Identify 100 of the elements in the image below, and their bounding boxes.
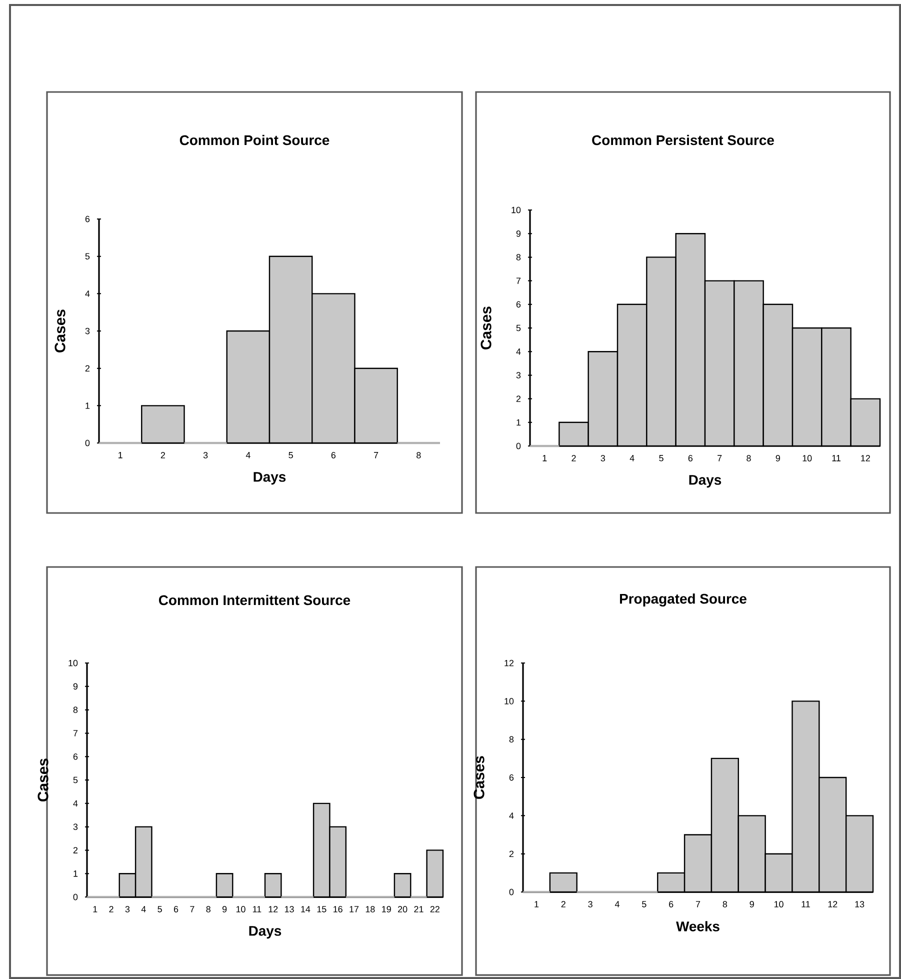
y-tick-label: 3: [73, 824, 78, 830]
y-tick-label: 3: [516, 372, 521, 378]
x-tick-label: 7: [190, 906, 194, 912]
x-tick-label: 8: [746, 455, 751, 462]
x-tick-label: 8: [416, 452, 421, 458]
y-tick-label: 1: [516, 419, 521, 426]
x-axis-title: Days: [254, 472, 286, 485]
x-tick-label: 7: [696, 901, 700, 908]
y-tick-label: 4: [516, 348, 521, 355]
y-tick-label: 1: [86, 402, 90, 409]
x-tick-label: 9: [750, 901, 754, 908]
x-tick-label: 13: [284, 906, 294, 912]
y-tick-label: 2: [509, 850, 514, 857]
y-tick-label: 8: [73, 706, 78, 713]
y-tick-label: 5: [516, 324, 521, 332]
x-tick-label: 16: [334, 906, 342, 912]
x-tick-label: 3: [203, 452, 208, 458]
y-tick-label: 7: [516, 278, 521, 284]
x-tick-label: 13: [855, 901, 864, 908]
x-tick-label: 2: [572, 455, 576, 462]
x-axis-title: Days: [249, 926, 282, 939]
y-axis-title: Cases: [54, 310, 66, 352]
y-tick-label: 10: [512, 206, 521, 214]
y-tick-label: 2: [85, 365, 90, 372]
y-tick-label: 0: [85, 440, 90, 446]
x-tick-label: 20: [398, 906, 408, 912]
chart-title: Common Intermittent Source: [158, 594, 350, 606]
y-axis-title: Cases: [38, 758, 48, 802]
chart-title: Propagated Source: [620, 593, 746, 607]
x-tick-label: 2: [561, 901, 566, 908]
y-axis-title: Cases: [474, 756, 484, 799]
x-tick-label: 10: [236, 906, 246, 912]
x-tick-label: 10: [774, 901, 784, 908]
y-tick-label: 0: [516, 442, 521, 450]
x-tick-label: 1: [534, 901, 539, 908]
chart-title: Common Point Source: [180, 134, 330, 146]
y-tick-label: 0: [73, 894, 78, 900]
y-tick-label: 8: [509, 736, 514, 743]
x-tick-label: 5: [288, 452, 293, 458]
y-tick-label: 6: [516, 301, 521, 308]
x-tick-label: 5: [659, 455, 664, 462]
x-tick-label: 21: [414, 906, 424, 912]
x-tick-label: 11: [832, 455, 840, 462]
x-tick-label: 10: [802, 455, 812, 462]
x-tick-label: 11: [252, 906, 262, 912]
x-tick-label: 5: [158, 906, 162, 912]
y-tick-label: 5: [85, 253, 90, 260]
x-tick-label: 17: [350, 906, 359, 912]
x-tick-label: 6: [331, 452, 336, 458]
y-tick-label: 6: [509, 774, 514, 781]
y-tick-label: 10: [68, 660, 78, 666]
x-tick-label: 14: [301, 906, 310, 912]
y-tick-label: 12: [504, 660, 514, 666]
x-axis-title: Days: [689, 475, 722, 488]
x-tick-label: 3: [588, 901, 592, 908]
y-tick-label: 9: [516, 230, 521, 237]
x-tick-label: 9: [222, 906, 227, 912]
y-tick-label: 0: [509, 888, 514, 896]
x-tick-label: 12: [828, 901, 838, 908]
x-tick-label: 4: [246, 452, 250, 458]
y-tick-label: 9: [73, 683, 78, 690]
x-tick-label: 1: [93, 906, 98, 912]
x-tick-label: 18: [366, 906, 375, 912]
y-tick-label: 4: [73, 800, 78, 806]
y-tick-label: 1: [74, 870, 78, 877]
x-tick-label: 8: [206, 906, 210, 912]
y-axis-title: Cases: [480, 306, 492, 350]
y-tick-label: 6: [85, 216, 90, 222]
x-tick-label: 1: [542, 455, 547, 462]
x-tick-label: 11: [802, 901, 810, 908]
x-tick-label: 6: [688, 455, 693, 462]
x-tick-label: 4: [614, 901, 620, 908]
x-tick-label: 4: [141, 906, 146, 912]
chart-title: Common Persistent Source: [592, 134, 774, 146]
x-tick-label: 9: [776, 455, 780, 462]
y-tick-label: 2: [73, 847, 78, 854]
x-tick-label: 6: [174, 906, 178, 912]
x-axis-title: Weeks: [676, 921, 720, 932]
x-tick-label: 22: [430, 906, 440, 912]
y-tick-label: 7: [73, 730, 78, 736]
x-tick-label: 12: [861, 455, 870, 462]
x-tick-label: 3: [125, 906, 130, 912]
y-tick-label: 10: [504, 698, 514, 704]
x-tick-label: 7: [718, 455, 722, 462]
y-tick-label: 4: [509, 812, 514, 819]
x-tick-label: 4: [630, 455, 634, 462]
x-tick-label: 1: [118, 452, 122, 458]
x-tick-label: 6: [669, 901, 674, 908]
x-tick-label: 2: [109, 906, 114, 912]
x-tick-label: 3: [600, 455, 606, 462]
y-tick-label: 5: [73, 776, 78, 784]
y-tick-label: 8: [516, 254, 521, 260]
y-tick-label: 3: [85, 328, 90, 334]
x-tick-label: 7: [374, 452, 378, 458]
y-tick-label: 2: [516, 396, 521, 402]
x-tick-label: 5: [642, 901, 646, 908]
x-tick-label: 2: [160, 452, 165, 458]
x-tick-label: 12: [268, 906, 278, 912]
x-tick-label: 19: [382, 906, 391, 912]
x-tick-label: 8: [722, 901, 728, 908]
